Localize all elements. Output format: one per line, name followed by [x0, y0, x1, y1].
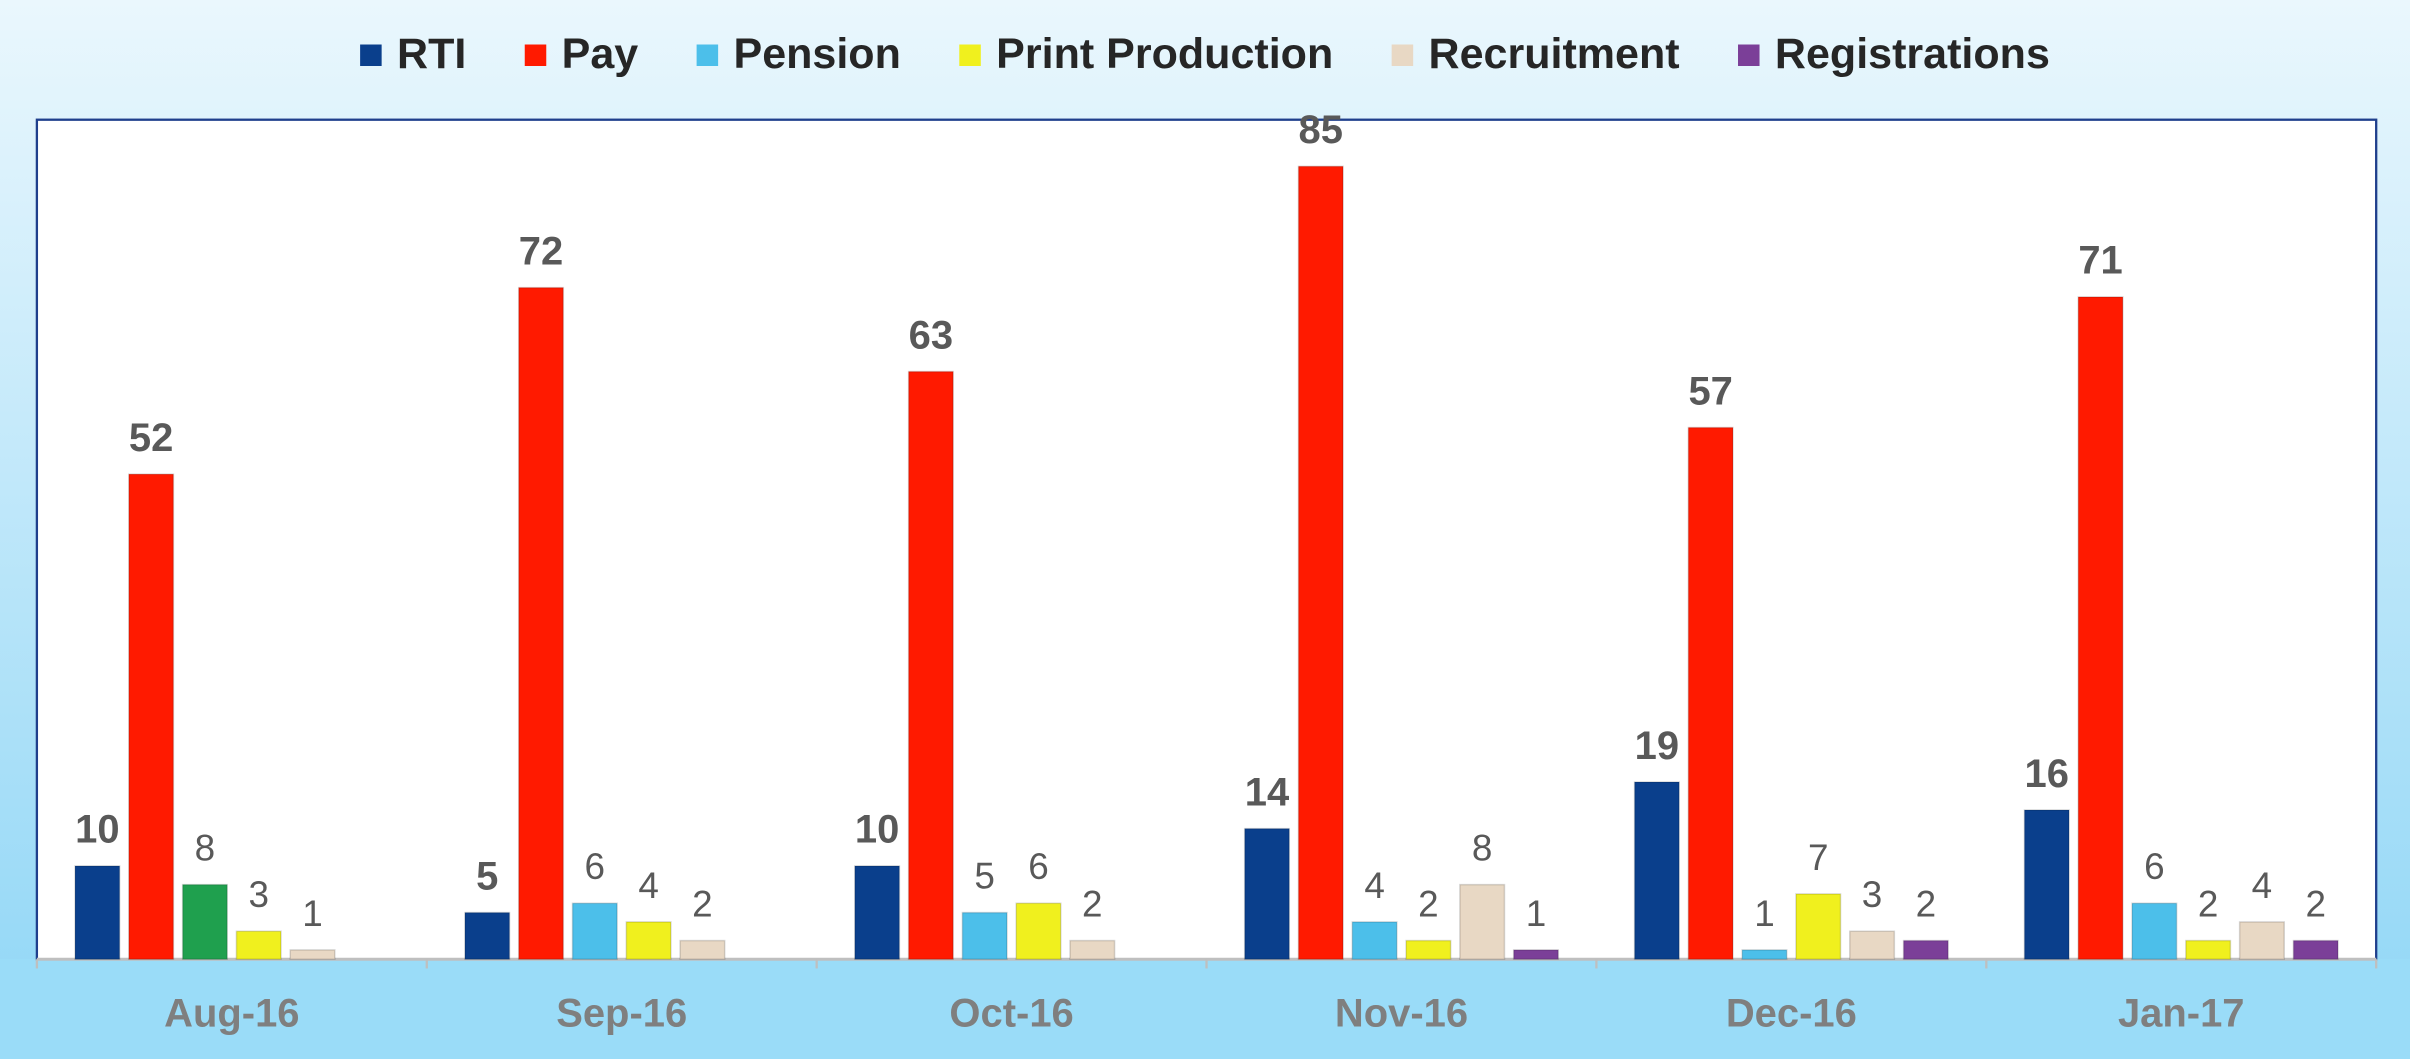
legend-marker — [1391, 44, 1414, 66]
value-label: 2 — [1418, 884, 1439, 925]
value-label: 71 — [2078, 239, 2122, 283]
legend-label: RTI — [397, 30, 466, 78]
value-label: 6 — [1028, 846, 1049, 887]
value-label: 14 — [1245, 770, 1289, 814]
legend-marker — [360, 44, 382, 66]
bar — [1243, 827, 1291, 961]
value-label: 3 — [248, 874, 269, 915]
value-label: 3 — [1862, 874, 1883, 915]
bar — [625, 921, 672, 961]
bar — [1795, 893, 1842, 961]
bar — [1069, 939, 1116, 961]
value-label: 2 — [692, 884, 713, 925]
value-label: 7 — [1808, 837, 1829, 878]
bar — [907, 370, 954, 961]
bar — [1687, 426, 1734, 961]
bar — [2185, 939, 2232, 961]
legend-label: Recruitment — [1429, 30, 1680, 78]
bar — [1351, 921, 1398, 961]
value-label: 4 — [638, 865, 659, 906]
value-label: 2 — [1916, 884, 1937, 925]
bar — [289, 949, 336, 961]
value-label: 10 — [75, 808, 119, 852]
value-label: 6 — [2144, 846, 2165, 887]
value-label: 63 — [909, 313, 953, 357]
bar — [679, 939, 726, 961]
bar — [74, 865, 121, 961]
legend-marker — [1738, 44, 1760, 66]
bar — [464, 911, 511, 961]
value-label: 52 — [129, 416, 173, 460]
x-tick-label: Oct-16 — [949, 992, 1073, 1036]
bar — [2238, 921, 2285, 961]
legend-marker — [524, 44, 547, 66]
value-label: 1 — [302, 893, 323, 934]
value-label: 16 — [2025, 752, 2069, 796]
bar — [1741, 949, 1788, 961]
bar — [2077, 296, 2124, 961]
bar — [181, 883, 228, 961]
bar — [854, 865, 901, 961]
bar — [1902, 939, 1949, 961]
bar — [1405, 939, 1452, 961]
value-label: 2 — [2198, 884, 2219, 925]
value-label: 5 — [476, 854, 498, 898]
value-label: 2 — [1082, 884, 1103, 925]
value-label: 6 — [585, 846, 606, 887]
bar — [2131, 902, 2178, 961]
bar — [128, 473, 175, 961]
bar — [1015, 902, 1062, 961]
bar — [2023, 809, 2070, 961]
value-label: 10 — [855, 808, 899, 852]
x-tick-label: Jan-17 — [2118, 992, 2245, 1036]
legend-marker — [959, 44, 981, 66]
legend-marker — [696, 44, 719, 66]
value-label: 8 — [1472, 828, 1493, 869]
value-label: 2 — [2305, 884, 2326, 925]
legend-label: Print Production — [996, 30, 1333, 78]
bar — [1297, 165, 1344, 961]
x-tick-label: Dec-16 — [1726, 992, 1857, 1036]
plot-area — [35, 118, 2378, 961]
value-label: 4 — [1364, 865, 1385, 906]
bar — [517, 286, 565, 961]
value-label: 72 — [519, 229, 563, 273]
bar — [961, 911, 1008, 961]
bar — [571, 902, 618, 961]
bar — [235, 930, 282, 961]
x-tick-label: Nov-16 — [1335, 992, 1468, 1036]
legend-label: Registrations — [1775, 30, 2050, 78]
value-label: 85 — [1299, 108, 1343, 152]
value-label: 1 — [1754, 893, 1775, 934]
bar — [1459, 883, 1506, 961]
value-label: 4 — [2252, 865, 2273, 906]
value-label: 1 — [1526, 893, 1547, 934]
value-label: 19 — [1635, 724, 1679, 768]
bar — [1512, 949, 1560, 961]
value-label: 5 — [974, 856, 995, 897]
legend-label: Pension — [733, 30, 900, 78]
x-tick-label: Aug-16 — [164, 992, 299, 1036]
bar — [2292, 939, 2339, 961]
bar — [1848, 930, 1896, 961]
axis-band — [0, 959, 2410, 1059]
legend-label: Pay — [562, 30, 639, 78]
value-label: 8 — [195, 828, 216, 869]
bar — [1633, 781, 1680, 961]
x-tick-label: Sep-16 — [556, 992, 687, 1036]
value-label: 57 — [1688, 369, 1732, 413]
